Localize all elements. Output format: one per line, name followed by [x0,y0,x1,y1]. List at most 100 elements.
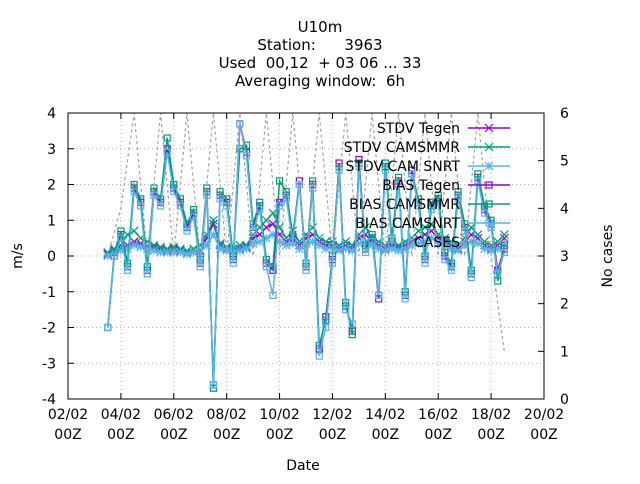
data-point [420,237,430,247]
data-point [308,237,318,247]
data-point [486,246,496,256]
data-point [202,240,212,250]
data-point [440,240,450,250]
data-point [388,241,396,249]
x-tick-label: 12/02 [312,407,352,423]
data-point [494,270,502,278]
legend-label: BIAS CAMSMMR [349,197,460,213]
y-axis-label: m/s [10,243,26,269]
data-point [104,323,112,332]
data-point [315,352,323,360]
data-point [301,239,311,248]
data-point [473,230,483,239]
data-point [162,248,172,257]
x-tick-label: 00Z [530,427,557,443]
data-point [150,191,158,199]
data-point [484,161,494,171]
series-line [106,123,506,385]
data-point [175,248,185,257]
data-point [342,306,350,314]
data-point [117,234,125,242]
data-point [117,227,125,235]
data-point [242,141,251,149]
title-line: Station: 3963 [257,36,382,54]
data-point [294,237,304,247]
data-point [130,180,138,189]
data-point [408,170,416,178]
data-point [347,246,357,256]
data-point [421,259,429,267]
data-point [116,246,126,256]
data-point [454,195,462,203]
data-point [413,239,423,248]
data-point [215,244,225,254]
data-point [368,230,376,239]
data-point [368,238,376,246]
x-tick-label: 16/02 [418,407,458,423]
x-tick-label: 00Z [372,427,399,443]
data-point [328,259,337,267]
data-point [255,237,265,247]
data-point [480,244,489,254]
data-point [334,246,344,256]
y2-tick-label: 5 [560,154,569,170]
data-point [484,123,494,133]
x-tick-label: 14/02 [365,407,405,423]
legend-item: STDV CAM SNRT [345,159,510,175]
series-line [107,113,505,352]
data-point [341,244,351,254]
legend-item: STDV Tegen [377,121,510,137]
data-point [434,191,442,199]
y-tick-label: -4 [42,392,56,408]
y-tick-label: 3 [47,142,56,158]
data-point [190,205,198,214]
y-tick-label: 0 [47,249,56,265]
x-tick-label: 00Z [160,427,187,443]
data-point [123,266,132,274]
data-point [314,240,324,250]
data-point [480,237,489,247]
x-tick-label: 00Z [54,427,81,443]
legend-item: BIAS CAMSNRT [355,216,510,232]
data-point [242,244,251,254]
data-point [203,184,211,192]
data-point [473,239,483,248]
data-point [209,215,218,225]
data-point [474,177,482,185]
data-point [282,195,290,203]
data-point [434,198,442,206]
data-point [433,239,443,248]
legend: STDV Tegen STDV CAMSMMR STDV CAM SNRT BIAS … [344,121,510,251]
data-point [163,134,171,142]
data-point [414,202,422,210]
series-bias-camsnrt [104,120,508,389]
data-point [170,188,178,196]
y2-tick-label: 6 [560,106,569,122]
data-point [355,163,363,171]
data-point [394,246,403,256]
legend-label: BIAS Tegen [382,178,460,194]
data-point [322,323,330,332]
data-point [348,331,356,339]
data-point [302,266,310,274]
data-point [248,239,258,248]
data-point [314,233,324,243]
data-point [400,244,410,254]
y-tick-label: -1 [42,285,56,301]
x-tick-label: 00Z [266,427,293,443]
y2-tick-label: 3 [560,249,569,265]
legend-label: STDV CAMSMMR [344,140,460,156]
data-point [137,202,145,210]
legend-item: BIAS Tegen [382,178,510,194]
x-tick-label: 20/02 [524,407,564,423]
data-point [182,249,192,259]
x-tick-label: 06/02 [154,407,194,423]
data-point [110,252,118,260]
data-point [143,270,151,278]
data-point [401,295,409,303]
data-point [394,173,403,181]
data-point [223,202,231,210]
legend-label: STDV CAM SNRT [345,159,460,175]
data-point [269,263,277,271]
